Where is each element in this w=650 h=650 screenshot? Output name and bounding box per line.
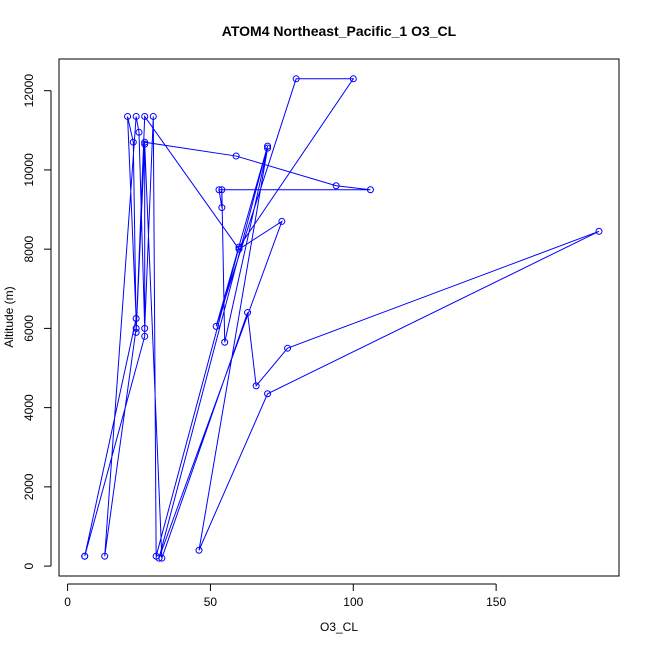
y-tick-label: 12000: [22, 74, 36, 108]
data-point: [195, 546, 203, 554]
y-axis-label: Altitude (m): [2, 286, 16, 347]
data-point: [135, 128, 143, 136]
y-tick-label: 6000: [22, 315, 36, 342]
data-point: [252, 382, 260, 390]
y-tick-label: 8000: [22, 235, 36, 262]
data-point: [349, 75, 357, 83]
data-point: [235, 243, 243, 251]
x-axis-label: O3_CL: [320, 620, 358, 634]
x-tick-label: 100: [343, 595, 363, 609]
data-point: [232, 152, 240, 160]
data-point: [264, 390, 272, 398]
x-tick-label: 150: [486, 595, 506, 609]
data-point: [215, 186, 223, 194]
data-point: [132, 112, 140, 120]
data-point: [158, 554, 166, 562]
plot-frame: [58, 58, 620, 577]
x-tick-label: 0: [64, 595, 71, 609]
data-point: [149, 112, 157, 120]
data-point: [141, 112, 149, 120]
y-tick-label: 2000: [22, 473, 36, 500]
data-point: [132, 324, 140, 332]
data-point: [366, 186, 374, 194]
x-tick-label: 50: [204, 595, 218, 609]
y-tick-label: 4000: [22, 394, 36, 421]
data-point: [218, 186, 226, 194]
data-point: [155, 554, 163, 562]
data-point: [292, 75, 300, 83]
data-point: [141, 324, 149, 332]
data-point: [264, 144, 272, 152]
data-point: [244, 309, 252, 317]
data-point: [101, 552, 109, 560]
y-axis: 0 2000 4000 6000 8000 10000 12000: [22, 74, 52, 569]
data-point: [141, 140, 149, 148]
data-point: [235, 245, 243, 253]
y-tick-label: 0: [22, 562, 36, 569]
series-line: [84, 78, 600, 559]
chart-title: ATOM4 Northeast_Pacific_1 O3_CL: [222, 23, 457, 39]
data-point: [595, 227, 603, 235]
data-point: [81, 552, 89, 560]
data-point: [284, 344, 292, 352]
data-point: [221, 338, 229, 346]
data-point: [124, 112, 132, 120]
x-axis: 0 50 100 150: [64, 583, 506, 609]
data-point: [218, 204, 226, 212]
data-point: [141, 138, 149, 146]
data-point: [132, 328, 140, 336]
data-point: [212, 322, 220, 330]
data-point: [278, 217, 286, 225]
data-point: [141, 332, 149, 340]
data-point: [129, 138, 137, 146]
series-layer: [81, 75, 603, 562]
data-point: [264, 142, 272, 150]
y-tick-label: 10000: [22, 153, 36, 187]
data-point: [332, 182, 340, 190]
data-point: [132, 314, 140, 322]
